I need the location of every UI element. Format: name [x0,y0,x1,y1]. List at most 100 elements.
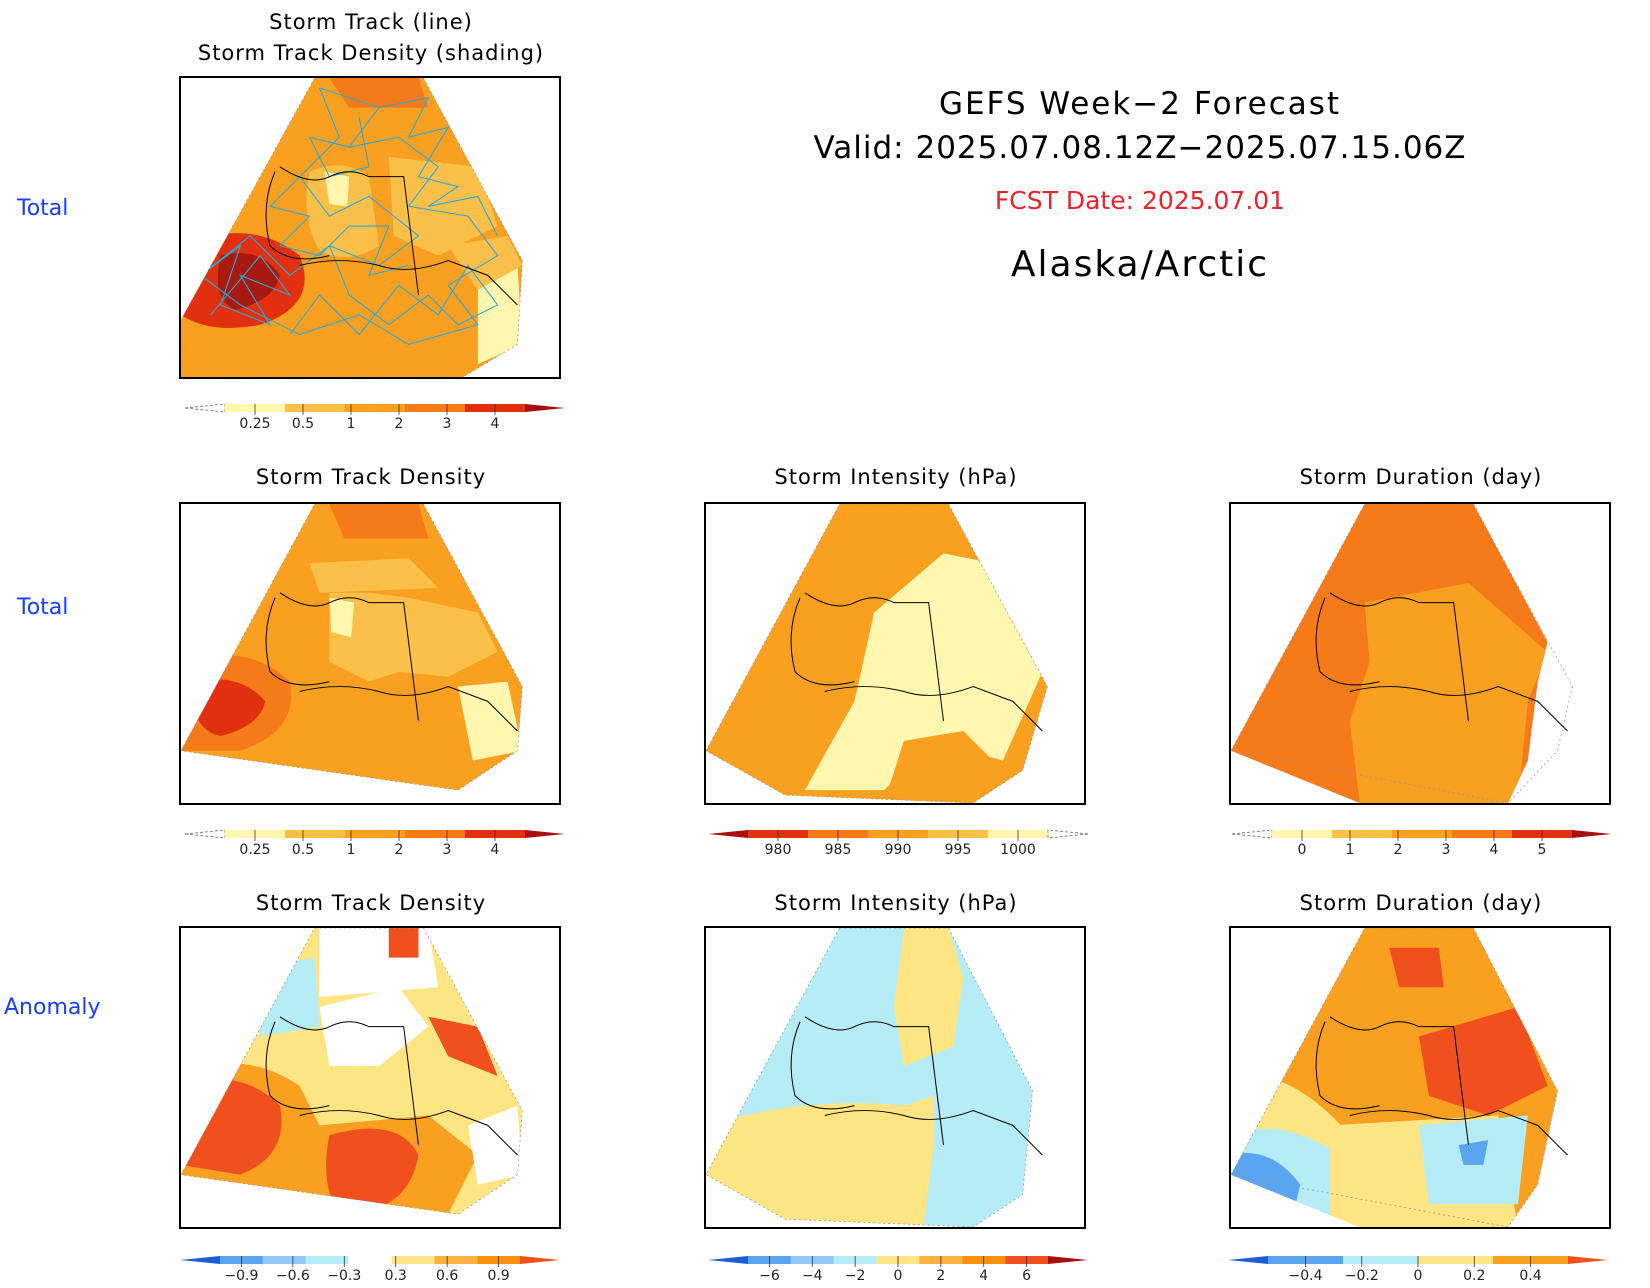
colorbar-left-arrow [180,1256,220,1264]
colorbar-tick-label: 0.3 [385,1268,407,1284]
colorbar-segment [1392,830,1452,838]
map-storm-intensity-total [704,502,1086,805]
colorbar-tick-label: −6 [759,1268,780,1284]
colorbar-duration-total: 0 1 2 3 4 5 [1222,828,1622,862]
map-storm-duration-anomaly [1229,926,1611,1229]
map-storm-intensity-anomaly [704,926,1086,1229]
colorbar-right-arrow [525,404,565,412]
row-label-total-2: Total [17,595,69,620]
panel-5-title: Storm Intensity (hPa) [774,891,1018,915]
colorbar-segment [1452,830,1512,838]
panel-0-title-line1: Storm Track (line) [269,10,473,34]
colorbar-tick-label: 1 [347,842,356,858]
colorbar-tick-label: −0.3 [327,1268,361,1284]
map-storm-track-density-anomaly [179,926,561,1229]
colorbar-tick-label: 980 [765,842,792,858]
colorbar-tick-label: 3 [443,416,452,432]
colorbar-segment [391,1256,435,1264]
colorbar-tick-label: 990 [885,842,912,858]
panel-4-title: Storm Track Density [255,891,487,915]
colorbar-tick-label: 5 [1538,842,1547,858]
colorbar-duration-anomaly: −0.4 −0.2 0 0.2 0.4 [1218,1254,1618,1288]
colorbar-segment [262,1256,306,1264]
map-storm-track-lines [179,76,561,379]
row-label-anomaly: Anomaly [4,995,101,1020]
colorbar-segment [348,1256,392,1264]
colorbar-segment [305,1256,349,1264]
colorbar-segment [1332,830,1392,838]
colorbar-tick-label: 1000 [1000,842,1036,858]
colorbar-left-arrow [1231,829,1273,839]
colorbar-density-total: 0.25 0.5 1 2 3 4 [175,828,575,862]
colorbar-tick-label: 0 [1414,1268,1423,1284]
colorbar-tick-label: 985 [825,842,852,858]
colorbar-tick-label: 995 [945,842,972,858]
colorbar-tick-label: 4 [491,416,500,432]
colorbar-tick-label: 0.9 [487,1268,509,1284]
region-name: Alaska/Arctic [1010,244,1270,285]
colorbar-tick-label: 2 [395,416,404,432]
colorbar-tick-label: 3 [1442,842,1451,858]
panel-1-title: Storm Track Density [255,465,487,489]
row-label-total-1: Total [17,196,69,221]
colorbar-tick-label: −0.4 [1289,1268,1323,1284]
colorbar-tick-label: 1 [347,416,356,432]
colorbar-tick-label: −0.9 [224,1268,258,1284]
panel-0-title-line2: Storm Track Density (shading) [197,41,545,65]
colorbar-tick-label: −4 [802,1268,823,1284]
map-storm-track-density-total [179,502,561,805]
colorbar-left-arrow [708,830,748,838]
colorbar-tick-label: 3 [443,842,452,858]
colorbar-tick-label: 0.5 [292,842,314,858]
fcst-date: FCST Date: 2025.07.01 [994,186,1286,215]
colorbar-segment [1343,1256,1418,1264]
colorbar-segment [405,830,465,838]
colorbar-tick-label: 0.25 [239,416,270,432]
colorbar-intensity-anomaly: −6 −4 −2 0 2 4 6 [698,1254,1098,1288]
colorbar-tick-label: 1 [1346,842,1355,858]
colorbar-segment [434,1256,478,1264]
colorbar-right-arrow [1047,829,1089,839]
colorbar-right-arrow [1572,830,1612,838]
colorbar-tick-label: 0.6 [436,1268,458,1284]
colorbar-tick-label: 2 [1394,842,1403,858]
colorbar-tick-label: 0.4 [1519,1268,1541,1284]
colorbar-segment [1418,1256,1493,1264]
colorbar-left-arrow [184,403,226,413]
colorbar-density-anomaly: −0.9 −0.6 −0.3 0.3 0.6 0.9 [170,1254,570,1288]
map-storm-duration-total [1229,502,1611,805]
colorbar-segment [345,830,405,838]
colorbar-tick-label: 6 [1022,1268,1031,1284]
colorbar-segment [285,830,345,838]
colorbar-intensity-total: 980 985 990 995 1000 [698,828,1098,862]
panel-6-title: Storm Duration (day) [1299,891,1543,915]
colorbar-tick-label: 0 [894,1268,903,1284]
colorbar-tick-label: 0.2 [1463,1268,1485,1284]
colorbar-right-arrow [520,1256,560,1264]
colorbar-segment [285,404,345,412]
colorbar-right-arrow [525,830,565,838]
panel-3-title: Storm Duration (day) [1299,465,1543,489]
colorbar-right-arrow [1048,1256,1088,1264]
forecast-title: GEFS Week−2 Forecast [938,86,1342,122]
colorbar-tick-label: 2 [936,1268,945,1284]
colorbar-right-arrow [1568,1256,1608,1264]
panel-2-title: Storm Intensity (hPa) [774,465,1018,489]
colorbar-tick-label: 2 [395,842,404,858]
colorbar-segment [345,404,405,412]
colorbar-tick-label: 0.5 [292,416,314,432]
colorbar-tick-label: 4 [491,842,500,858]
colorbar-left-arrow [1228,1256,1268,1264]
colorbar-left-arrow [708,1256,748,1264]
colorbar-tick-label: 0 [1298,842,1307,858]
valid-range: Valid: 2025.07.08.12Z−2025.07.15.06Z [813,130,1467,166]
colorbar-tick-label: −2 [845,1268,866,1284]
colorbar-tick-label: 4 [1490,842,1499,858]
colorbar-tick-label: 0.25 [239,842,270,858]
colorbar-left-arrow [184,829,226,839]
colorbar-segment [405,404,465,412]
colorbar-tick-label: −0.2 [1345,1268,1379,1284]
colorbar-density-top: 0.25 0.5 1 2 3 4 [175,402,575,436]
colorbar-tick-label: 4 [979,1268,988,1284]
colorbar-tick-label: −0.6 [276,1268,310,1284]
